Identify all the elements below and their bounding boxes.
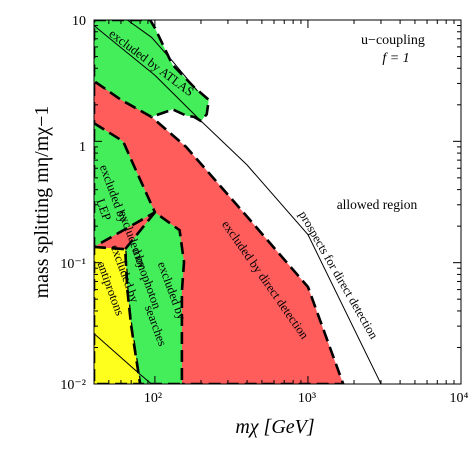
legend-coupling: u−coupling: [361, 33, 425, 48]
region-excluded-by-atlas: [94, 20, 211, 123]
region-excluded-by-antiprotons: [94, 245, 142, 384]
x-axis-label: mχ [GeV]: [235, 416, 314, 438]
x-tick-label-100: 10²: [144, 391, 162, 406]
y-tick-label-1: 1: [79, 140, 86, 155]
y-tick-label-10: 10: [72, 14, 86, 29]
line-atlas-inner-contour: [127, 20, 198, 92]
x-tick-label-1000: 10³: [298, 391, 316, 406]
x-tick-label-10000: 10⁴: [450, 391, 469, 406]
y-tick-label-0-01: 10⁻²: [60, 378, 86, 393]
legend-f-value: f = 1: [382, 51, 409, 66]
y-tick-label-0-1: 10⁻¹: [60, 257, 86, 272]
plot-frame: [93, 19, 462, 385]
region-excluded-by-lep: [94, 121, 157, 249]
y-axis-label: mass splitting mη/mχ−1: [31, 106, 53, 299]
allowed-region-label: allowed region: [337, 197, 418, 212]
line-prospects-for-direct-detection: [94, 25, 382, 384]
